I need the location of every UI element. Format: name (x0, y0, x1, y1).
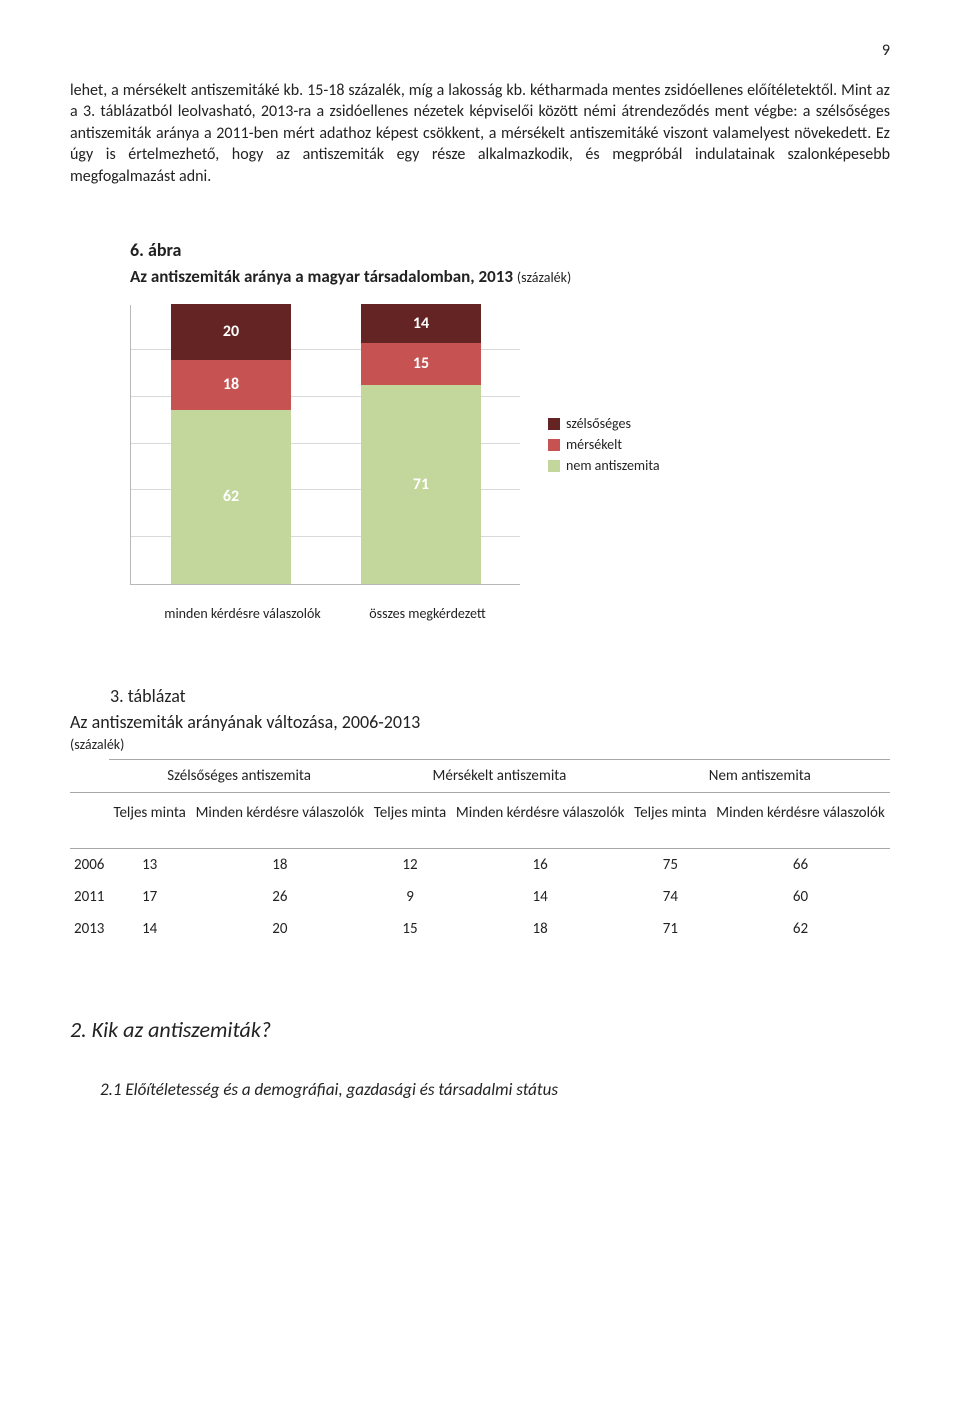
legend-swatch (548, 460, 560, 472)
table-cell: 20 (190, 913, 369, 945)
chart-bar-segment: 71 (361, 385, 481, 584)
legend-label: szélsőséges (566, 415, 631, 434)
table-cell: 18 (190, 848, 369, 881)
legend-swatch (548, 439, 560, 451)
chart-plot-area: 201862 141571 (130, 305, 520, 585)
section-2-heading: 2. Kik az antiszemiták? (70, 1015, 890, 1045)
table-year-cell: 2006 (70, 848, 109, 881)
legend-label: nem antiszemita (566, 457, 660, 476)
table-unit: (százalék) (70, 736, 890, 755)
body-paragraph: lehet, a mérsékelt antiszemitáké kb. 15-… (70, 80, 890, 188)
section-2-1-heading: 2.1 Előítéletesség és a demográfiai, gaz… (100, 1079, 890, 1102)
chart-x-label: minden kérdésre válaszolók (150, 605, 335, 624)
chart-bar-segment: 62 (171, 410, 291, 584)
chart-bar-segment: 20 (171, 304, 291, 360)
table-cell: 60 (711, 881, 890, 913)
chart-bar: 201862 (171, 304, 291, 584)
table-group-header: Mérsékelt antiszemita (369, 760, 629, 793)
table-sub-header: Teljes minta (369, 793, 450, 848)
table-title: Az antiszemiták arányának változása, 200… (70, 710, 890, 734)
table-row: 2006131812167566 (70, 848, 890, 881)
chart-legend: szélsőséges mérsékelt nem antiszemita (548, 415, 660, 478)
table-group-header: Nem antiszemita (630, 760, 890, 793)
table-cell: 18 (451, 913, 630, 945)
legend-swatch (548, 418, 560, 430)
table-sub-header: Minden kérdésre válaszolók (711, 793, 890, 848)
legend-item: mérsékelt (548, 436, 660, 455)
table-cell: 9 (369, 881, 450, 913)
chart-title-unit: (százalék) (517, 269, 571, 286)
chart-bar-segment: 14 (361, 304, 481, 343)
table-cell: 66 (711, 848, 890, 881)
chart-6: 6. ábra Az antiszemiták aránya a magyar … (130, 238, 890, 624)
table-group-header: Szélsőséges antiszemita (109, 760, 369, 793)
table-cell: 75 (630, 848, 711, 881)
table-cell: 13 (109, 848, 190, 881)
table-header-sub: Teljes mintaMinden kérdésre válaszolókTe… (70, 793, 890, 848)
table-cell: 74 (630, 881, 711, 913)
chart-title: Az antiszemiták aránya a magyar társadal… (130, 266, 890, 289)
chart-bar-segment: 18 (171, 360, 291, 410)
table-sub-header: Minden kérdésre válaszolók (190, 793, 369, 848)
table-cell: 16 (451, 848, 630, 881)
table-cell: 26 (190, 881, 369, 913)
table-cell: 71 (630, 913, 711, 945)
legend-label: mérsékelt (566, 436, 622, 455)
legend-item: nem antiszemita (548, 457, 660, 476)
chart-x-label: összes megkérdezett (335, 605, 520, 624)
table-cell: 14 (109, 913, 190, 945)
chart-title-prefix: Az antiszemiták aránya a magyar társadal… (130, 266, 517, 287)
table-cell: 17 (109, 881, 190, 913)
data-table: Szélsőséges antiszemitaMérsékelt antisze… (70, 759, 890, 945)
chart-bar: 141571 (361, 304, 481, 584)
table-sub-header: Minden kérdésre válaszolók (451, 793, 630, 848)
chart-bar-segment: 15 (361, 343, 481, 385)
legend-item: szélsőséges (548, 415, 660, 434)
table-cell: 14 (451, 881, 630, 913)
table-body: 2006131812167566201117269147460201314201… (70, 848, 890, 945)
table-header-groups: Szélsőséges antiszemitaMérsékelt antisze… (70, 760, 890, 793)
table-row: 201117269147460 (70, 881, 890, 913)
page-number: 9 (70, 40, 890, 62)
table-label: 3. táblázat (110, 684, 890, 708)
chart-x-labels: minden kérdésre válaszolókösszes megkérd… (130, 605, 520, 624)
table-year-cell: 2013 (70, 913, 109, 945)
table-year-cell: 2011 (70, 881, 109, 913)
table-sub-header: Teljes minta (630, 793, 711, 848)
chart-label: 6. ábra (130, 238, 890, 262)
table-sub-header: Teljes minta (109, 793, 190, 848)
table-row: 2013142015187162 (70, 913, 890, 945)
table-cell: 15 (369, 913, 450, 945)
table-cell: 12 (369, 848, 450, 881)
table-cell: 62 (711, 913, 890, 945)
